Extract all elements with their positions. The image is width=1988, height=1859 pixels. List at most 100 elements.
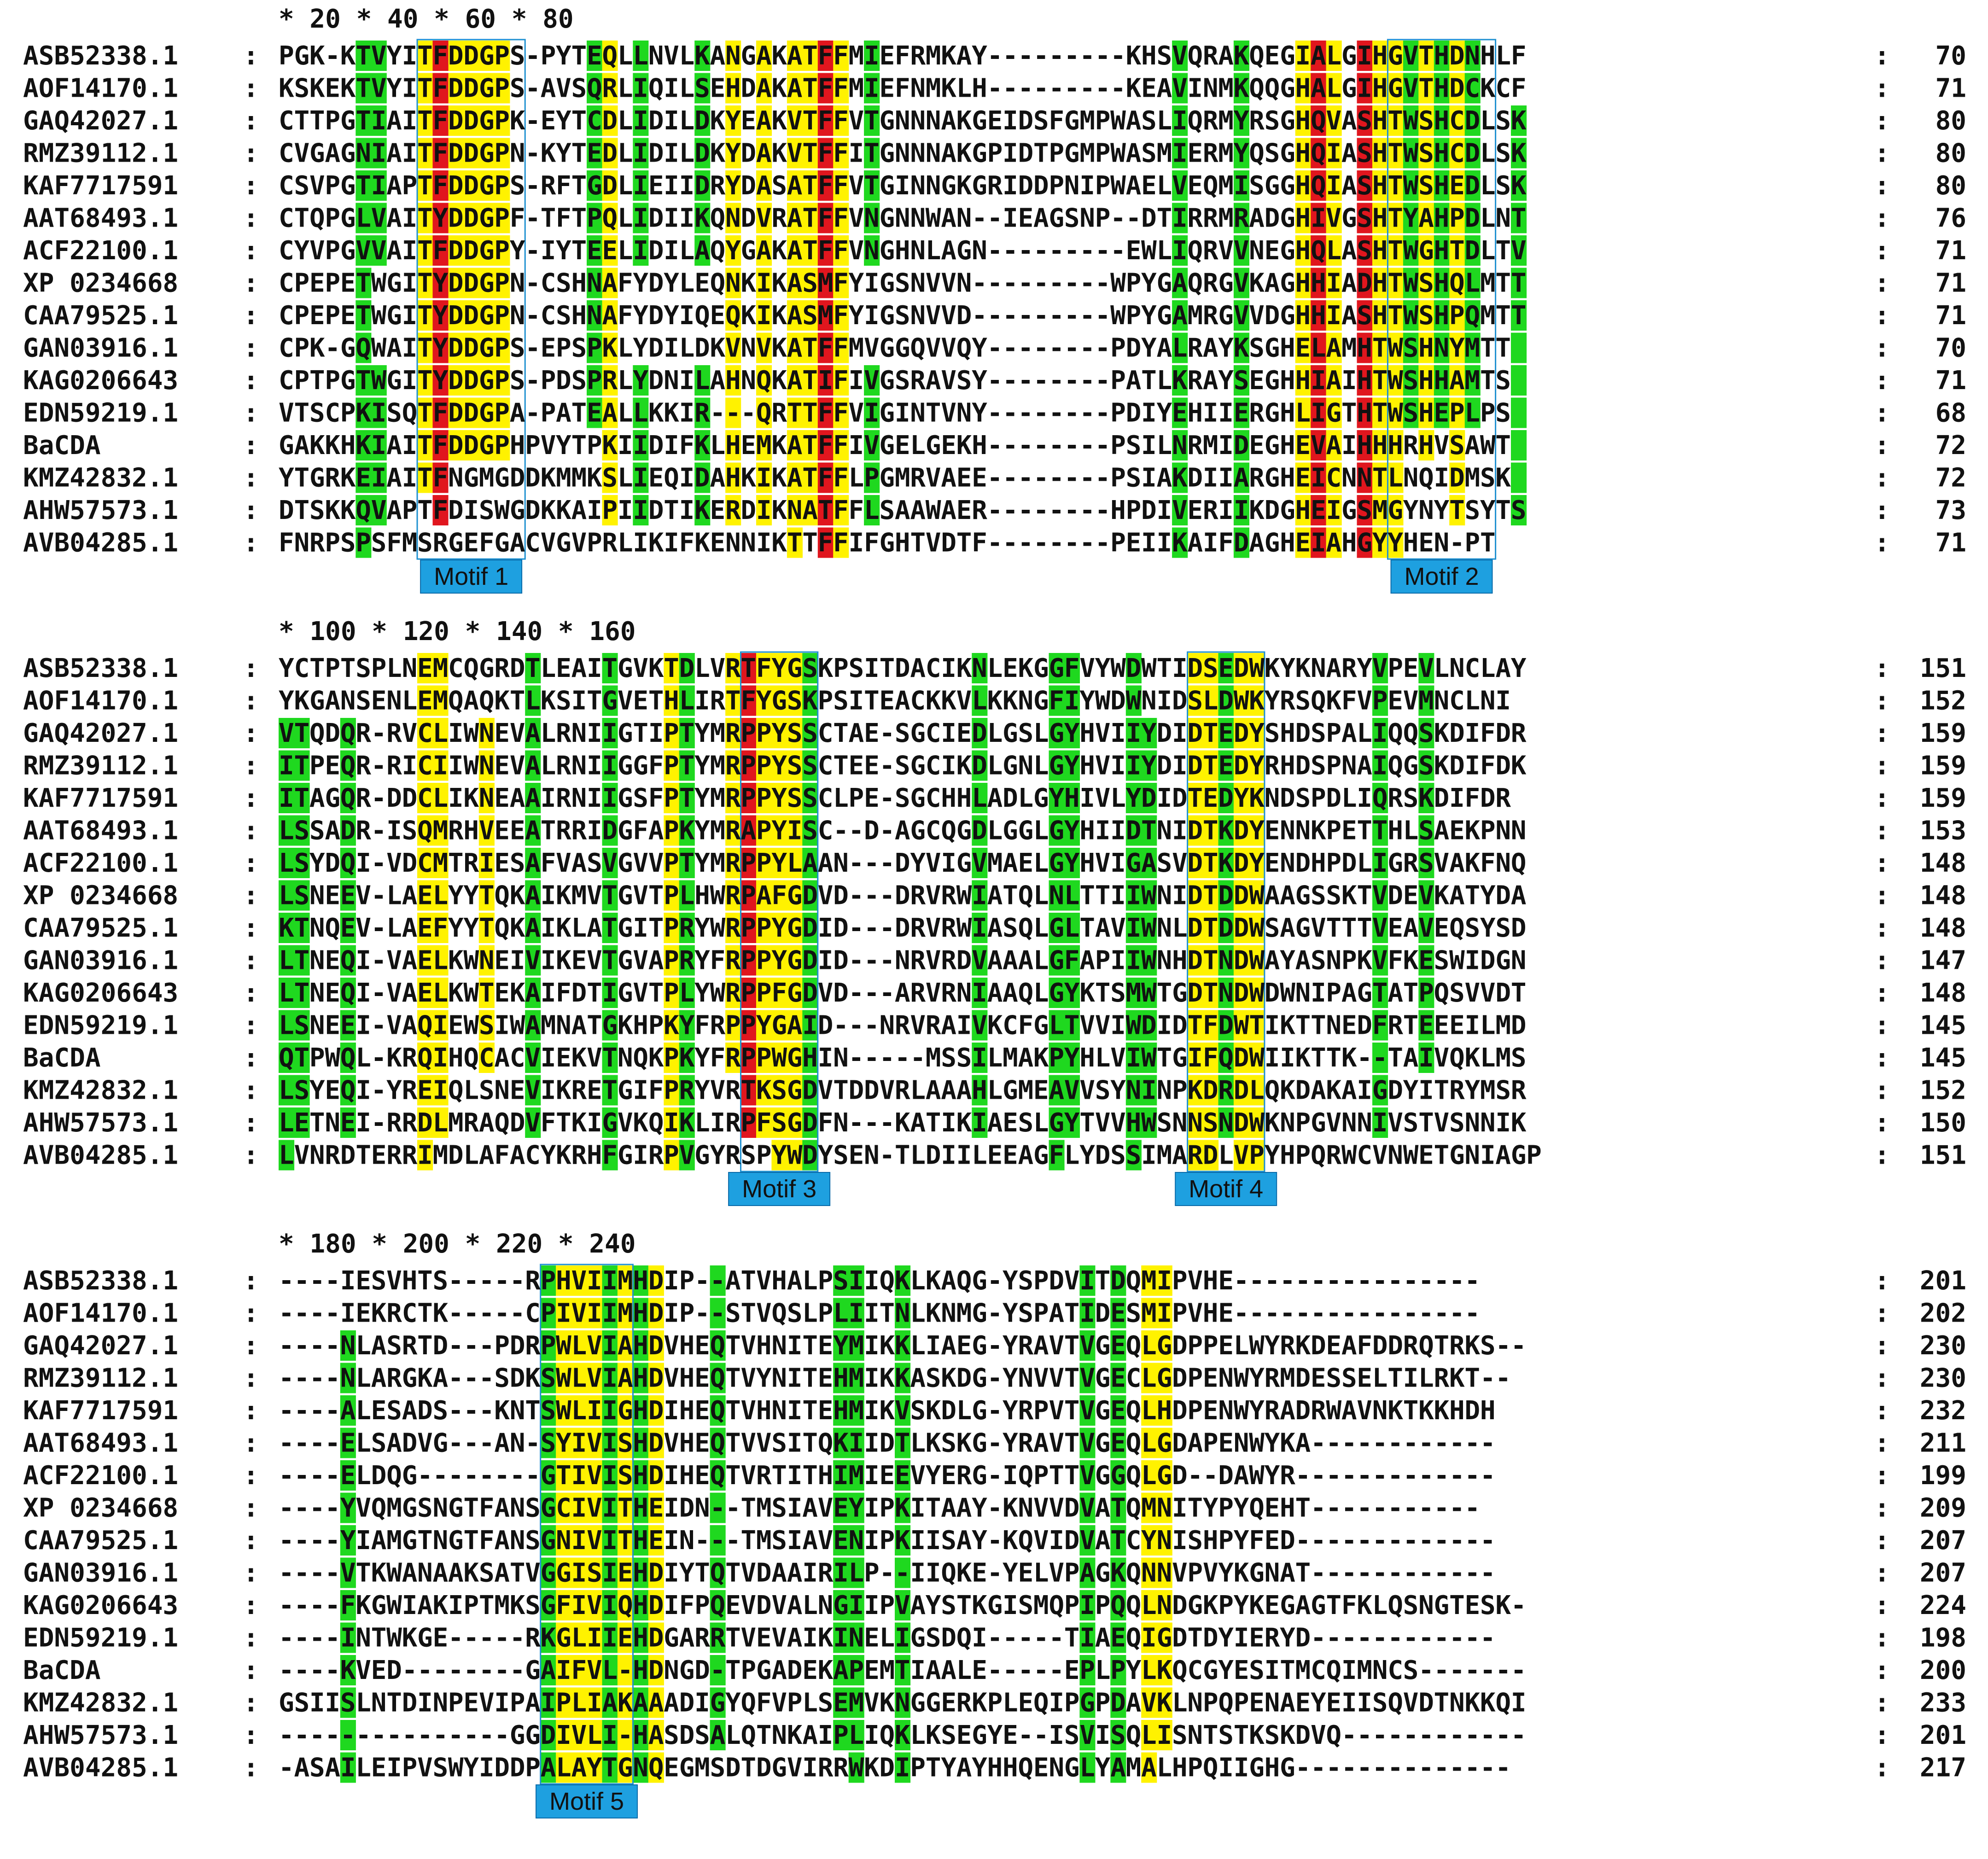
sequence: CPK-GQWAITYDDGPS-EPSPKLYDILDKVNVKATFFMVG… [279,333,1511,363]
sequence-name: AOF14170.1 [23,686,178,716]
conservation-cell [802,913,818,943]
conservation-cell [833,1363,849,1393]
separator: : [1874,1141,1890,1171]
motif-label-box [536,1784,638,1818]
conservation-cell [540,1720,556,1750]
conservation-cell [802,397,818,428]
conservation-cell [848,1525,864,1556]
conservation-cell [494,203,510,233]
conservation-cell [710,1557,726,1588]
conservation-cell [848,1492,864,1523]
conservation-cell [725,462,741,493]
conservation-cell [432,365,449,396]
conservation-cell [556,1298,572,1329]
conservation-cell [525,750,541,781]
conservation-cell [802,750,818,781]
sequence: QTPWQL-KRQIHQCACVIEKVTNQKPKYFRPPWGHIN---… [279,1043,1527,1073]
sequence: LSYEQI-YREIQLSNEVIKRETGIFPRYVRTKSGDVTDDV… [279,1076,1527,1106]
conservation-cell [1203,945,1219,976]
conservation-cell [833,73,849,104]
conservation-cell [1049,978,1065,1008]
conservation-cell [1464,203,1481,233]
conservation-cell [1110,1752,1126,1783]
conservation-cell [540,1428,556,1458]
conservation-cell [1064,848,1080,878]
conservation-cell [1326,73,1342,104]
conservation-cell [294,718,310,748]
conservation-cell [710,1492,726,1523]
conservation-cell [1141,848,1157,878]
conservation-cell [895,1460,911,1491]
conservation-cell [602,268,618,298]
conservation-cell [478,105,495,136]
conservation-cell [787,332,803,363]
conservation-cell [1418,430,1434,460]
conservation-cell [1125,1010,1142,1041]
conservation-cell [417,1010,433,1041]
sequence: GAKKHKIAITFDDGPHPVYTPKIIDIFKLHEMKATFFIVG… [279,431,1511,460]
conservation-cell [802,73,818,104]
conservation-cell [340,1622,356,1653]
separator: : [1874,74,1890,104]
conservation-cell [340,1010,356,1041]
conservation-cell [817,300,834,331]
conservation-cell [740,750,757,781]
conservation-cell [602,945,618,976]
conservation-cell [833,235,849,266]
conservation-cell [556,1525,572,1556]
conservation-cell [1372,235,1388,266]
conservation-cell [602,203,618,233]
conservation-cell [833,1525,849,1556]
separator: : [243,1591,259,1620]
conservation-cell [895,1557,911,1588]
conservation-cell [864,105,880,136]
conservation-cell [1372,718,1388,748]
conservation-cell [1388,332,1404,363]
conservation-cell [602,978,618,1008]
conservation-cell [664,848,680,878]
conservation-cell [478,750,495,781]
conservation-cell [817,73,834,104]
sequence-name: XP 0234668 [23,1493,178,1523]
conservation-cell [587,1525,603,1556]
conservation-cell [1295,300,1311,331]
conservation-cell [756,880,772,911]
sequence: LETNEI-RRDLMRAQDVFTKIGVKQIKLIRPFSGDFN---… [279,1108,1527,1138]
conservation-cell [340,1330,356,1361]
conservation-cell [1434,73,1450,104]
conservation-cell [725,300,741,331]
conservation-cell [494,41,510,71]
separator: : [243,463,259,493]
separator: : [243,718,259,748]
separator: : [1874,653,1890,683]
conservation-cell [478,430,495,460]
conservation-cell [710,1622,726,1653]
motif-box [740,651,819,1172]
conservation-cell [1079,1557,1096,1588]
conservation-cell [1357,235,1373,266]
conservation-cell [540,1492,556,1523]
conservation-cell [694,495,711,525]
conservation-cell [633,1265,649,1296]
separator: : [1874,1266,1890,1296]
conservation-cell [864,138,880,169]
conservation-cell [1311,203,1327,233]
conservation-cell [1141,1330,1157,1361]
conservation-cell [802,880,818,911]
conservation-cell [294,848,310,878]
conservation-cell [1141,1075,1157,1106]
conservation-cell [340,750,356,781]
conservation-cell [1464,332,1481,363]
conservation-cell [279,1043,295,1073]
conservation-cell [432,783,449,813]
conservation-cell [1172,41,1188,71]
conservation-cell [833,170,849,201]
conservation-cell [340,1043,356,1073]
conservation-cell [1141,945,1157,976]
sequence: LSYDQI-VDCMTRIESAFVASVGVVPTYMRPPYLAAN---… [279,848,1527,878]
sequence-name: RMZ39112.1 [23,139,178,169]
conservation-cell [1418,1010,1434,1041]
conservation-cell [1449,430,1465,460]
conservation-cell [756,1107,772,1138]
separator: : [243,1428,259,1458]
